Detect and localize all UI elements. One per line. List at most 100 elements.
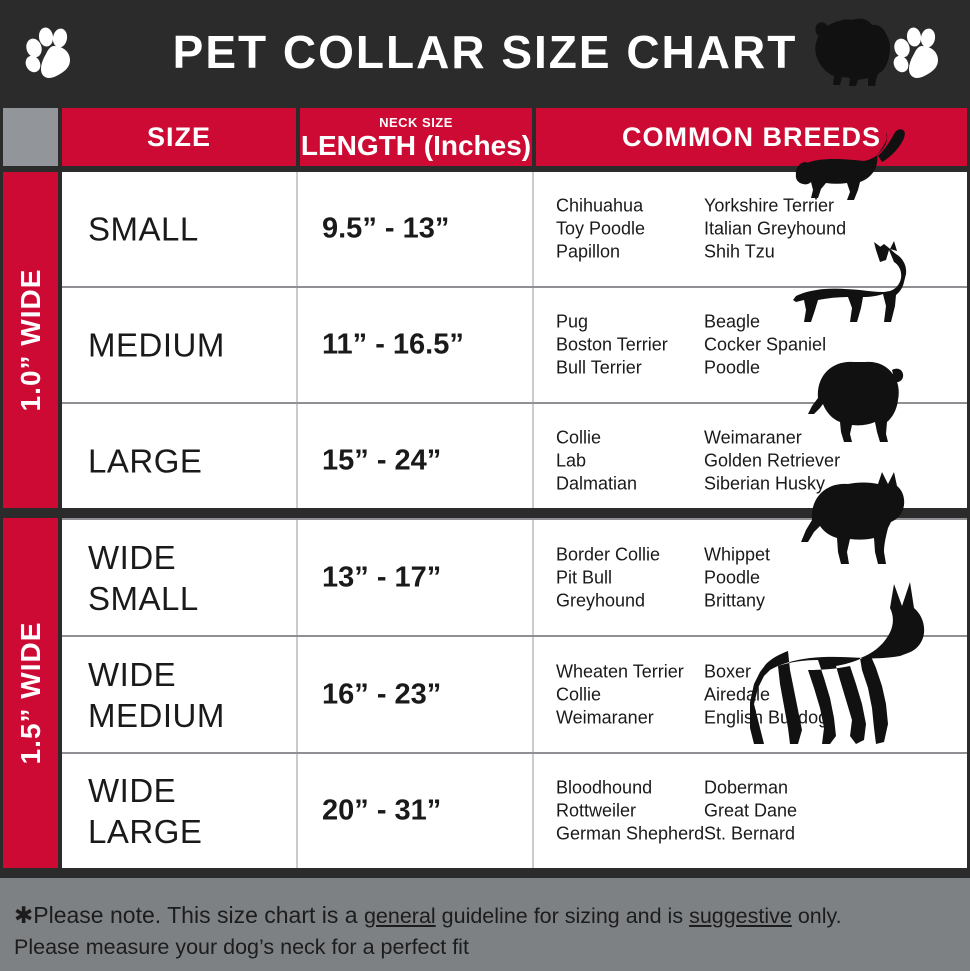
column-header-breeds-label: COMMON BREEDS [621, 122, 881, 152]
breeds-list: Bloodhound Rottweiler German Shepherd Dober… [556, 777, 894, 846]
breeds-column: Wheaten Terrier Collie Weimaraner [556, 660, 704, 729]
footer-note-line-1: ✱Please note. This size chart is a gener… [14, 902, 842, 929]
breed-name: Boxer [704, 661, 752, 681]
paw-print-icon [890, 26, 948, 82]
column-header-length-superscript: NECK SIZE [379, 115, 453, 130]
breed-name: Siberian Husky [704, 473, 826, 494]
breeds-column: Border Collie Pit Bull Greyhound [556, 543, 704, 612]
breeds-column: Whippet Poodle Brittany [704, 543, 894, 612]
cell-length: 11” - 16.5” [298, 288, 534, 402]
breeds-column: Weimaraner Golden Retriever Siberian Husky [704, 427, 894, 496]
footer-note-line-2: Please measure your dog’s neck for a per… [14, 935, 469, 959]
breed-name: Shih Tzu [704, 241, 775, 262]
breed-name: Pug [556, 311, 589, 332]
breed-name: Poodle [704, 567, 761, 587]
section-band-1-5-label: 1.5” WIDE [14, 621, 46, 765]
length-value: 20” - 31” [322, 794, 442, 827]
cell-length: 13” - 17” [298, 520, 534, 635]
footer-note-post: only. [791, 904, 842, 928]
beagle-silhouette [790, 126, 910, 212]
column-header-size: SIZE [62, 108, 296, 166]
breed-name: Brittany [704, 590, 766, 610]
table-header-row: SIZE NECK SIZE LENGTH (Inches) COMMON BR… [0, 105, 970, 169]
breed-name: Weimaraner [556, 707, 654, 727]
size-label: WIDE MEDIUM [88, 655, 225, 734]
pomeranian-silhouette [806, 14, 898, 92]
paw-print-icon [22, 26, 80, 82]
cell-length: 15” - 24” [298, 404, 534, 518]
breed-name: Bull Terrier [556, 357, 642, 378]
breed-name: Dalmatian [556, 473, 638, 494]
footer-underline-general: general [363, 904, 436, 928]
table-row: WIDE SMALL 13” - 17” Border Collie Pit Bull G… [62, 520, 967, 637]
cell-breeds: Collie Lab Dalmatian Weimaraner Golden Retri… [534, 404, 967, 518]
section-band-1-0-label: 1.0” WIDE [14, 268, 46, 412]
table-row: WIDE LARGE 20” - 31” Bloodhound Rottweiler Ge… [62, 754, 967, 868]
page-title: PET COLLAR SIZE CHART [172, 26, 798, 78]
cell-size: WIDE SMALL [62, 520, 298, 635]
length-value: 11” - 16.5” [322, 328, 464, 361]
column-header-breeds: COMMON BREEDS [536, 108, 967, 166]
section-band-1-5-wide: 1.5” WIDE [3, 518, 58, 868]
bulldog-silhouette [800, 356, 908, 450]
cell-size: SMALL [62, 172, 298, 286]
section-divider [62, 508, 967, 518]
cell-breeds: Pug Boston Terrier Bull Terrier Beagle Cocke… [534, 288, 967, 402]
breed-name: Collie [556, 684, 602, 704]
chart-title-bar: PET COLLAR SIZE CHART [0, 0, 970, 105]
cell-size: MEDIUM [62, 288, 298, 402]
footer-asterisk-icon: ✱Please note. This size chart is a [14, 902, 364, 928]
length-value: 13” - 17” [322, 561, 442, 593]
footer-underline-suggestive: suggestive [689, 904, 792, 928]
breed-name: Poodle [704, 357, 761, 378]
husky-silhouette [790, 240, 910, 330]
size-label: SMALL [88, 210, 199, 248]
cell-size: WIDE LARGE [62, 754, 298, 868]
doberman-silhouette [750, 578, 930, 748]
section-band-1-0-wide: 1.0” WIDE [3, 172, 58, 508]
cell-length: 9.5” - 13” [298, 172, 534, 286]
breed-name: Great Dane [704, 800, 798, 821]
table-corner-cell [3, 108, 58, 166]
breed-name: Boston Terrier [556, 334, 668, 355]
footer-note: ✱Please note. This size chart is a gener… [0, 878, 970, 971]
breed-name: Golden Retriever [704, 450, 841, 471]
length-value: 9.5” - 13” [322, 212, 450, 245]
footer-note-mid: guideline for sizing and is [435, 904, 690, 928]
cell-breeds: Border Collie Pit Bull Greyhound Whippet Poo… [534, 520, 967, 635]
size-label: LARGE [88, 442, 203, 480]
breed-name: Whippet [704, 544, 771, 564]
cell-length: 16” - 23” [298, 637, 534, 752]
breeds-column: Doberman Great Dane St. Bernard [704, 777, 894, 846]
breed-name: Papillon [556, 241, 621, 262]
pitbull-silhouette [790, 468, 908, 578]
breed-name: Cocker Spaniel [704, 334, 827, 355]
breed-name: Wheaten Terrier [556, 661, 684, 681]
cell-breeds: Chihuahua Toy Poodle Papillon Yorkshire Ter… [534, 172, 967, 286]
breed-name: German Shepherd [556, 823, 705, 844]
size-label: WIDE SMALL [88, 538, 199, 617]
size-label: MEDIUM [88, 326, 225, 364]
length-value: 15” - 24” [322, 444, 442, 477]
table-row: LARGE 15” - 24” Collie Lab Dalmatian Weimaran… [62, 404, 967, 520]
breed-name: Italian Greyhound [704, 218, 847, 239]
table-row: SMALL 9.5” - 13” Chihuahua Toy Poodle Papill… [62, 172, 967, 288]
size-label: WIDE LARGE [88, 772, 203, 850]
cell-length: 20” - 31” [298, 754, 534, 868]
cell-size: WIDE MEDIUM [62, 637, 298, 752]
breed-name: Doberman [704, 777, 789, 798]
breed-name: Beagle [704, 311, 761, 332]
breeds-column: Yorkshire Terrier Italian Greyhound Shih T… [704, 195, 894, 264]
breed-name: Chihuahua [556, 195, 644, 216]
breed-name: Rottweiler [556, 800, 637, 821]
breeds-column: Pug Boston Terrier Bull Terrier [556, 311, 704, 380]
length-value: 16” - 23” [322, 678, 442, 710]
breed-name: Toy Poodle [556, 218, 646, 239]
table-row: MEDIUM 11” - 16.5” Pug Boston Terrier Bull T… [62, 288, 967, 404]
breed-name: Weimaraner [704, 427, 802, 448]
breed-name: Bloodhound [556, 777, 653, 798]
breed-name: Pit Bull [556, 567, 613, 587]
breeds-list: Border Collie Pit Bull Greyhound Whippet Poo… [556, 543, 894, 612]
breeds-column: Beagle Cocker Spaniel Poodle [704, 311, 894, 380]
